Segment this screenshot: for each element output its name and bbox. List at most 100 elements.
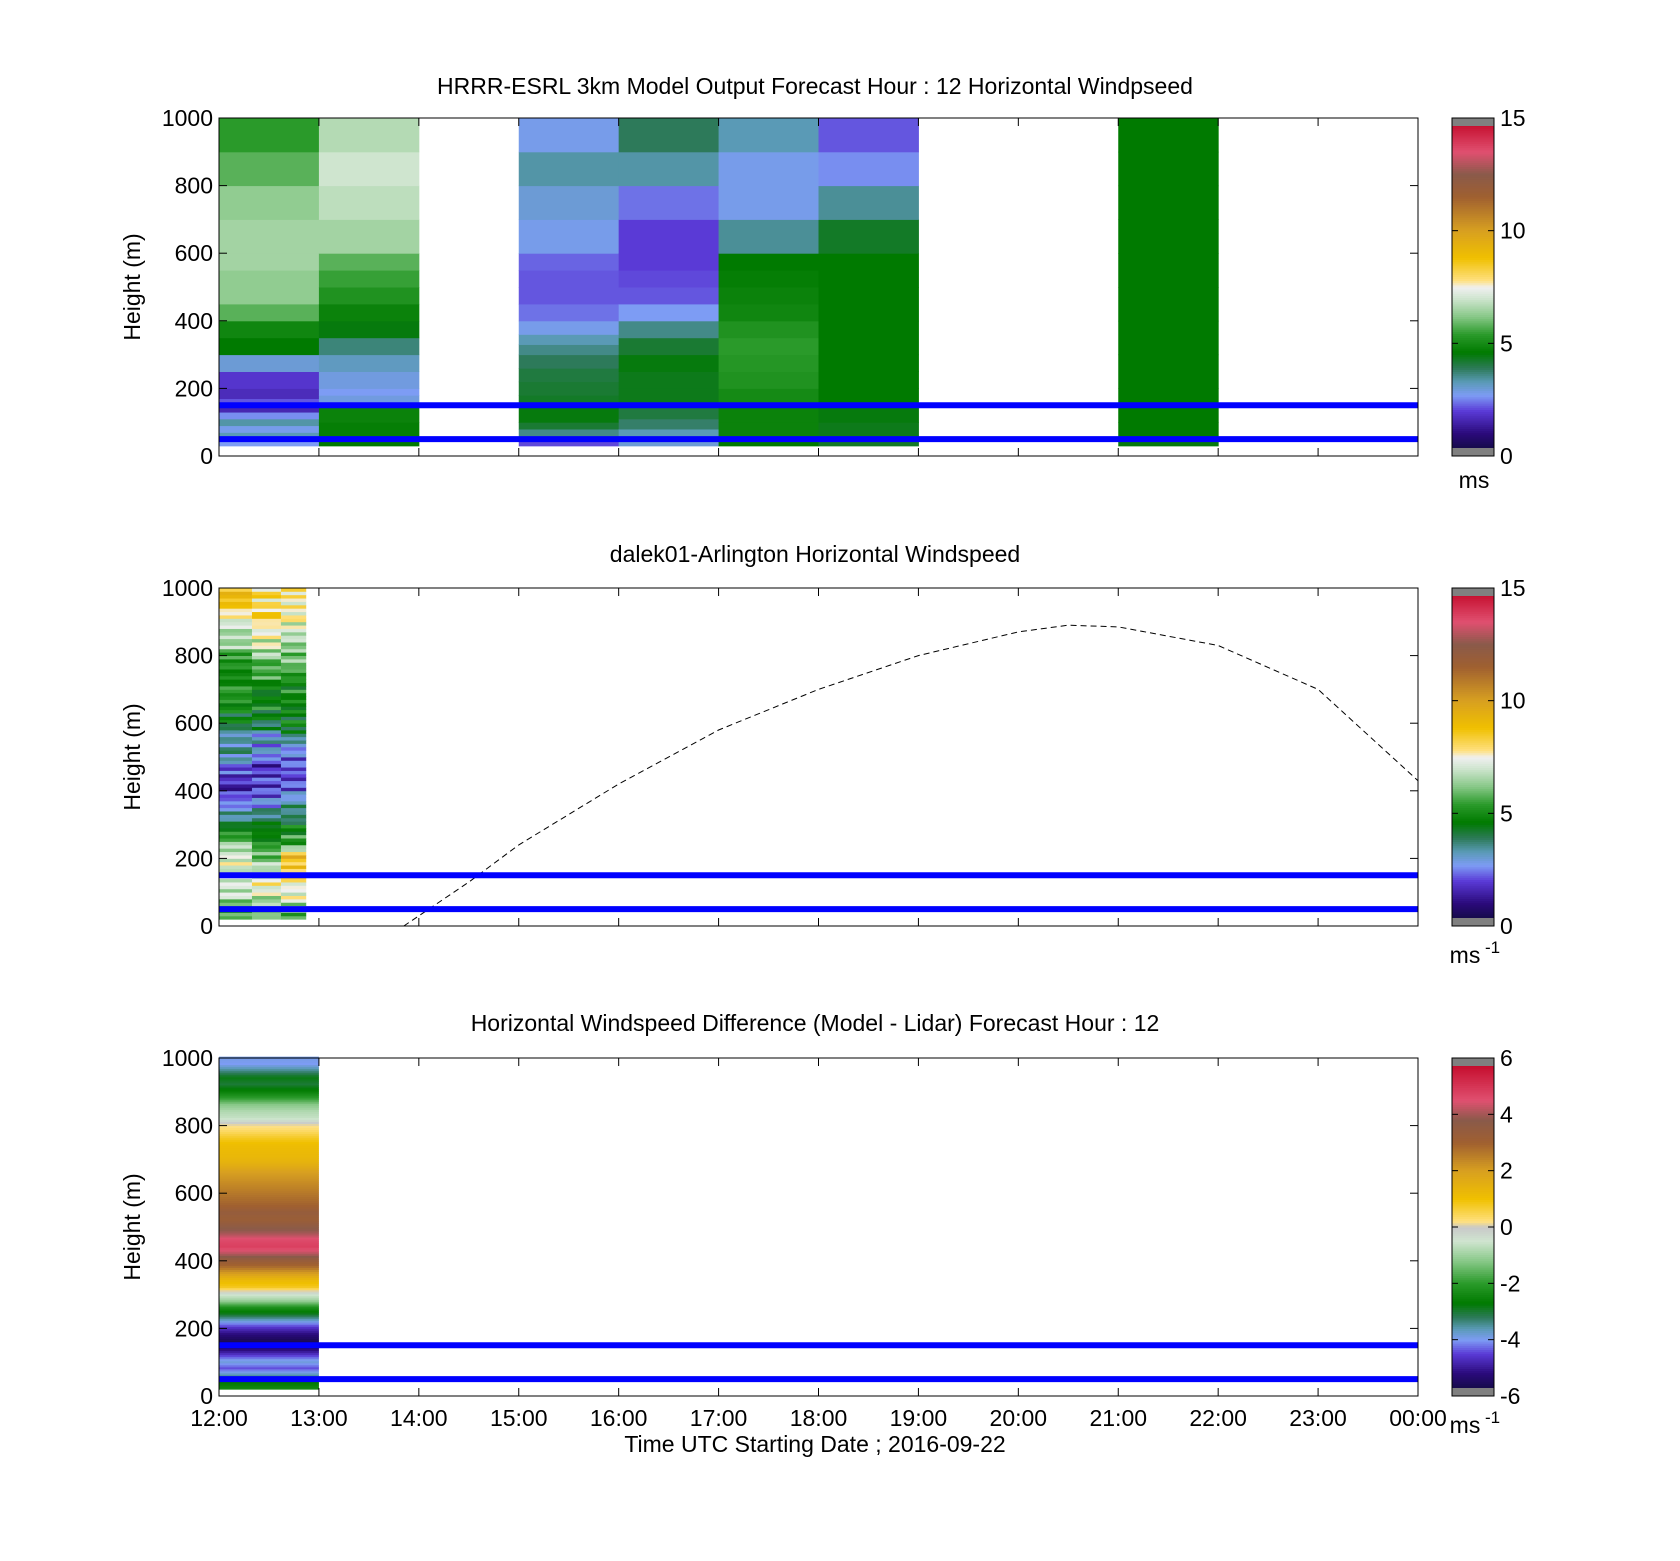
heatmap-cell	[251, 855, 282, 859]
heatmap-cell	[251, 763, 282, 768]
heatmap-cell	[280, 611, 307, 616]
heatmap-cell	[280, 682, 307, 687]
x-tick-label: 20:00	[990, 1405, 1048, 1431]
heatmap-cell	[251, 669, 282, 673]
colorbar-segment	[1452, 1131, 1494, 1135]
heatmap-cell	[318, 422, 420, 440]
heatmap-cell	[219, 915, 253, 920]
heatmap-cell	[280, 821, 307, 825]
heatmap-cell	[219, 1174, 319, 1177]
colorbar-segment	[1452, 265, 1494, 269]
heatmap-cell	[219, 1145, 319, 1149]
colorbar-segment	[1452, 1322, 1494, 1325]
y-tick-label: 1000	[162, 105, 213, 131]
heatmap-cell	[219, 1200, 319, 1204]
heatmap-cell	[219, 1087, 319, 1090]
colorbar-segment	[1452, 246, 1494, 250]
colorbar-segment	[1452, 276, 1494, 280]
heatmap-cell	[219, 750, 253, 755]
colorbar-segment	[1452, 253, 1494, 256]
colorbar-segment	[1452, 1155, 1494, 1158]
heatmap-cell	[280, 655, 307, 660]
colorbar-segment	[1452, 911, 1494, 914]
colorbar-segment	[1452, 354, 1494, 358]
heatmap-cell	[818, 253, 919, 288]
heatmap-cell	[219, 1162, 319, 1165]
heatmap-cell	[219, 1273, 319, 1277]
heatmap-cell	[818, 320, 919, 356]
heatmap-cell	[251, 770, 282, 775]
colorbar-segment	[1452, 894, 1494, 897]
colorbar-segment	[1452, 731, 1494, 735]
heatmap-cell	[280, 895, 307, 900]
colorbar-segment	[1452, 189, 1494, 193]
heatmap-cell	[280, 652, 307, 656]
colorbar-segment	[1452, 291, 1494, 294]
heatmap-cell	[251, 817, 282, 822]
y-tick-label: 800	[175, 173, 213, 199]
heatmap-cell	[219, 1202, 319, 1206]
heatmap-cell	[1118, 118, 1219, 153]
heatmap-cell	[280, 733, 307, 738]
colorbar-segment	[1452, 1239, 1494, 1243]
colorbar-segment	[1452, 727, 1494, 731]
heatmap-cell	[219, 1212, 319, 1216]
colorbar-segment	[1452, 299, 1494, 303]
colorbar-segment	[1452, 318, 1494, 322]
colorbar-segment	[1452, 238, 1494, 242]
heatmap-cell	[219, 151, 320, 187]
colorbar-segment	[1452, 771, 1494, 775]
colorbar-segment	[1452, 217, 1494, 220]
colorbar-segment	[1452, 847, 1494, 851]
colorbar-segment	[1452, 301, 1494, 305]
heatmap-cell	[251, 858, 282, 863]
colorbar-segment	[1452, 1374, 1494, 1378]
colorbar-segment	[1452, 289, 1494, 292]
heatmap-cell	[219, 861, 253, 866]
heatmap-cell	[219, 743, 253, 748]
colorbar-segment	[1452, 814, 1494, 817]
heatmap-cell	[219, 736, 253, 741]
colorbar-segment	[1452, 179, 1494, 182]
colorbar-segment	[1452, 1317, 1494, 1321]
colorbar-segment	[1452, 655, 1494, 659]
colorbar-segment	[1452, 617, 1494, 621]
heatmap-cell	[219, 662, 253, 667]
heatmap-cell	[1118, 422, 1219, 440]
heatmap-cell	[818, 388, 919, 406]
colorbar-cap	[1452, 448, 1494, 456]
heatmap-cell	[818, 439, 919, 447]
heatmap-cell	[219, 1306, 319, 1309]
heatmap-cell	[280, 817, 307, 822]
colorbar-segment	[1452, 405, 1494, 408]
heatmap-cell	[219, 608, 253, 613]
heatmap-cell	[818, 151, 919, 187]
colorbar-segment	[1452, 780, 1494, 783]
heatmap-cell	[219, 1368, 319, 1372]
colorbar-segment	[1452, 1066, 1494, 1070]
heatmap-cell	[251, 682, 282, 687]
heatmap-cell	[219, 1210, 319, 1214]
y-tick-label: 400	[175, 308, 213, 334]
heatmap-cell	[219, 675, 253, 680]
heatmap-cell	[280, 838, 307, 842]
colorbar-segment	[1452, 1199, 1494, 1203]
colorbar-segment	[1452, 737, 1494, 741]
heatmap-cell	[219, 1111, 319, 1114]
heatmap-cell	[251, 686, 282, 690]
heatmap-cell	[518, 151, 620, 187]
colorbar-segment	[1452, 1197, 1494, 1201]
heatmap-cell	[219, 1141, 319, 1145]
colorbar-segment	[1452, 866, 1494, 870]
heatmap-cell	[219, 320, 320, 339]
heatmap-cell	[219, 784, 253, 788]
heatmap-cell	[251, 882, 282, 886]
heatmap-cell	[251, 662, 282, 667]
colorbar-segment	[1452, 1260, 1494, 1264]
colorbar-segment	[1452, 1332, 1494, 1336]
heatmap-cell	[219, 1064, 319, 1068]
colorbar-segment	[1452, 1307, 1494, 1310]
heatmap-cell	[219, 1190, 319, 1193]
colorbar-segment	[1452, 424, 1494, 427]
colorbar-segment	[1452, 139, 1494, 142]
